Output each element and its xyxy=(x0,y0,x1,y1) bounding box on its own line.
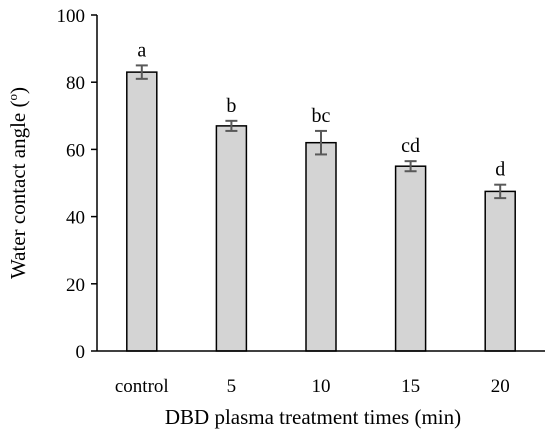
x-axis-title: DBD plasma treatment times (min) xyxy=(165,405,461,429)
error-bars-group xyxy=(135,64,507,200)
bar-10 xyxy=(305,141,337,352)
x-tick-label-10: 10 xyxy=(312,376,331,397)
y-tick-label: 20 xyxy=(66,275,85,296)
x-tick-label-15: 15 xyxy=(401,376,420,397)
y-axis-title-unit: o xyxy=(5,94,20,101)
y-ticks-group: 0 20 40 60 80 100 xyxy=(57,6,97,363)
significance-label-5: b xyxy=(226,95,236,117)
bar-control xyxy=(126,71,158,352)
significance-label-15: cd xyxy=(401,135,420,157)
bar-5 xyxy=(215,125,248,352)
y-axis-title: Water contact angle (o) xyxy=(5,87,30,279)
significance-label-10: bc xyxy=(312,105,331,127)
bar-20 xyxy=(484,190,516,352)
x-tick-label-control: control xyxy=(115,376,169,397)
significance-label-control: a xyxy=(137,39,146,61)
y-tick-label: 60 xyxy=(66,140,85,161)
y-tick-label: 0 xyxy=(76,342,86,363)
bar-15 xyxy=(394,165,427,352)
significance-labels-group: a b bc cd d xyxy=(137,39,505,180)
y-tick-label: 80 xyxy=(66,73,85,94)
y-tick-label: 40 xyxy=(66,208,85,229)
y-tick-label: 100 xyxy=(57,6,86,27)
x-tick-label-20: 20 xyxy=(491,376,510,397)
x-ticks-group: control 5 10 15 20 xyxy=(115,376,510,397)
x-tick-label-5: 5 xyxy=(227,376,237,397)
significance-label-20: d xyxy=(495,159,505,181)
